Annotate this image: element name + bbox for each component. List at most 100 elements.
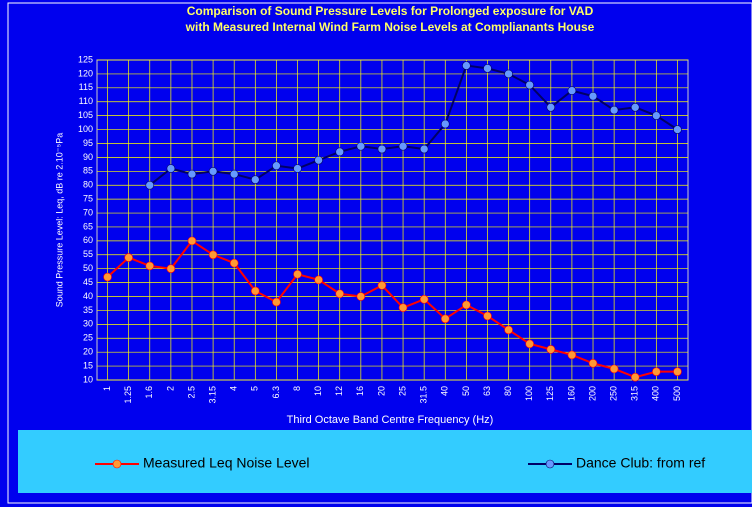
y-tick-label: 90: [83, 152, 93, 162]
x-tick-label: 3.15: [207, 386, 217, 404]
point: [103, 272, 112, 282]
point: [673, 125, 682, 134]
legend-marker: [545, 459, 555, 469]
x-tick-label: 12: [334, 386, 344, 396]
point: [335, 289, 345, 299]
y-tick-label: 35: [83, 305, 93, 315]
x-tick-label: 1: [102, 386, 112, 391]
point: [419, 295, 429, 304]
y-tick-label: 95: [83, 138, 93, 148]
point: [208, 250, 218, 260]
point: [187, 236, 197, 246]
point: [652, 111, 661, 120]
x-axis-title: Third Octave Band Centre Frequency (Hz): [287, 414, 494, 426]
point: [673, 367, 682, 376]
x-tick-label: 6.3: [271, 386, 281, 399]
x-tick-label: 80: [503, 386, 513, 396]
point: [419, 144, 429, 154]
x-tick-label: 1.6: [144, 386, 154, 399]
y-tick-label: 30: [83, 319, 93, 329]
y-tick-label: 70: [83, 207, 93, 217]
y-tick-label: 45: [83, 277, 93, 287]
point: [483, 64, 492, 73]
point: [398, 303, 408, 312]
y-tick-label: 80: [83, 180, 93, 190]
x-tick-label: 40: [440, 386, 450, 396]
point: [314, 155, 323, 165]
point: [462, 61, 471, 70]
legend-label: Measured Leq Noise Level: [143, 455, 310, 471]
point: [187, 169, 197, 179]
x-tick-label: 5: [250, 386, 260, 391]
frame: [7, 2, 752, 504]
point: [145, 261, 155, 271]
point: [229, 258, 239, 268]
y-tick-label: 15: [83, 360, 93, 370]
y-tick-label: 10: [83, 374, 93, 384]
point: [166, 264, 176, 273]
point: [588, 359, 598, 368]
point: [208, 167, 218, 176]
y-tick-label: 50: [83, 263, 93, 273]
point: [356, 141, 366, 151]
chart-title: Comparison of Sound Pressure Levels for …: [187, 4, 594, 18]
y-axis-title: Sound Pressure Level: Leq, dB re 2.10⁻⁵P…: [54, 133, 64, 308]
point: [546, 345, 556, 354]
point: [229, 169, 239, 179]
x-tick-label: 1.25: [123, 386, 133, 404]
y-tick-label: 25: [83, 333, 93, 343]
y-tick-label: 60: [83, 235, 93, 245]
x-tick-label: 100: [524, 386, 534, 401]
point: [272, 161, 281, 171]
point: [335, 147, 345, 157]
y-tick-label: 40: [83, 291, 93, 301]
point: [609, 105, 619, 115]
point: [293, 269, 302, 279]
point: [356, 292, 366, 301]
x-tick-label: 10: [313, 386, 323, 396]
series-line: [106, 239, 678, 379]
point: [377, 281, 387, 290]
point: [272, 297, 281, 307]
point: [504, 325, 513, 335]
x-tick-label: 125: [545, 386, 555, 401]
legend: [18, 430, 752, 493]
point: [567, 350, 577, 360]
x-tick-label: 200: [587, 386, 597, 401]
y-tick-label: 115: [79, 82, 93, 92]
legend-label: Dance Club: from ref: [576, 455, 705, 471]
x-tick-label: 16: [355, 386, 365, 396]
point: [546, 103, 556, 112]
y-tick-label: 100: [78, 124, 93, 134]
y-tick-label: 55: [83, 249, 93, 259]
x-tick-label: 20: [376, 386, 386, 396]
point: [251, 286, 260, 296]
y-tick-label: 110: [79, 96, 93, 106]
point: [314, 275, 323, 285]
point: [630, 103, 640, 112]
x-tick-label: 63: [482, 386, 492, 396]
point: [609, 364, 619, 374]
x-tick-label: 400: [651, 386, 661, 401]
x-tick-label: 500: [672, 386, 682, 401]
x-tick-label: 160: [566, 386, 576, 401]
point: [504, 69, 513, 79]
x-tick-label: 250: [609, 386, 619, 401]
y-tick-label: 20: [83, 347, 93, 357]
y-tick-label: 125: [78, 54, 93, 64]
y-tick-label: 65: [83, 221, 93, 231]
x-tick-label: 8: [292, 386, 302, 391]
point: [483, 311, 492, 321]
y-tick-label: 105: [78, 110, 93, 120]
x-tick-label: 31.5: [419, 386, 429, 404]
x-tick-label: 315: [630, 386, 640, 401]
point: [251, 175, 260, 184]
point: [630, 372, 640, 382]
x-tick-label: 50: [461, 386, 471, 396]
point: [525, 80, 534, 90]
point: [398, 141, 408, 151]
point: [440, 314, 450, 324]
plot-area: [96, 59, 689, 381]
point: [124, 253, 133, 262]
